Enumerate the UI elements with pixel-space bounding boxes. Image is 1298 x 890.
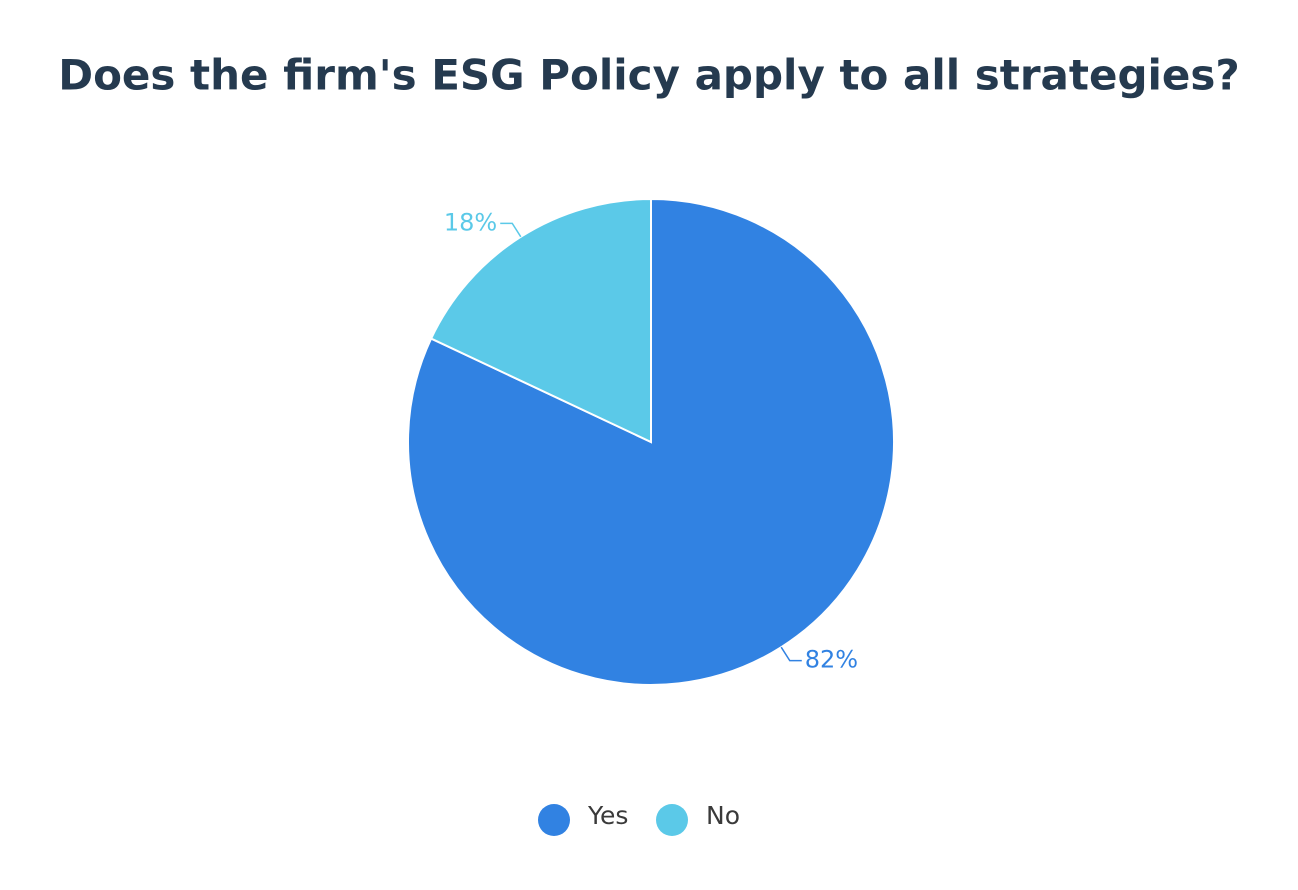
legend-label: No <box>706 801 740 830</box>
pie-slice <box>429 197 652 444</box>
chart-title: Does the firm's ESG Policy apply to all … <box>58 51 1240 100</box>
leader-line <box>780 646 802 662</box>
legend-label: Yes <box>587 801 628 830</box>
leader-line <box>500 222 522 238</box>
data-label: 82% <box>805 646 858 674</box>
legend-marker <box>656 804 688 836</box>
data-label: 18% <box>444 208 497 236</box>
legend-marker <box>538 804 570 836</box>
